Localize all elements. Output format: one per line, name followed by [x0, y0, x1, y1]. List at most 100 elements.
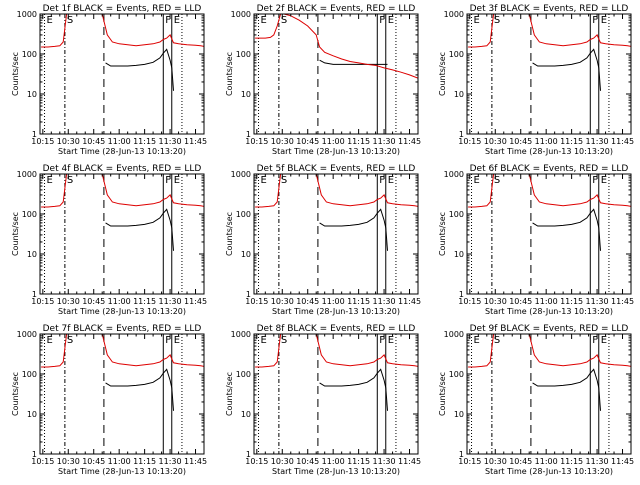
marker-label: E [474, 15, 480, 26]
x-tick-label: 11:15 [347, 457, 370, 466]
marker-label: E [601, 15, 607, 26]
marker-label: E [174, 15, 180, 26]
y-axis-label: Counts/sec [438, 212, 447, 256]
marker-label: S [281, 15, 287, 26]
x-axis-label: Start Time (28-Jun-13 10:13:20) [485, 147, 613, 156]
x-tick-label: 10:30 [484, 457, 507, 466]
y-tick-label: 1000 [17, 330, 37, 339]
x-tick-label: 11:00 [108, 297, 131, 306]
x-axis-label: Start Time (28-Jun-13 10:13:20) [272, 147, 400, 156]
x-tick-label: 11:30 [373, 137, 396, 146]
panel-title: Det 9f BLACK = Events, RED = LLD [470, 324, 629, 334]
x-tick-label: 11:30 [159, 457, 182, 466]
plot-frame [253, 333, 419, 455]
plot-frame [253, 173, 419, 295]
marker-label: E [388, 335, 394, 346]
panel-title: Det 8f BLACK = Events, RED = LLD [257, 324, 416, 334]
panel-title: Det 1f BLACK = Events, RED = LLD [43, 4, 202, 14]
marker-label: E [261, 15, 267, 26]
y-tick-label: 1000 [231, 330, 251, 339]
series-lld-line [468, 174, 631, 208]
y-tick-label: 1000 [17, 170, 37, 179]
y-tick-label: 10 [27, 250, 37, 259]
x-tick-label: 11:15 [347, 297, 370, 306]
marker-label: E [474, 175, 480, 186]
x-tick-label: 11:45 [611, 297, 634, 306]
panel-title: Det 3f BLACK = Events, RED = LLD [470, 4, 629, 14]
marker-label: E [601, 175, 607, 186]
y-tick-label: 10 [27, 410, 37, 419]
marker-label: S [67, 335, 73, 346]
y-tick-label: 1000 [231, 170, 251, 179]
x-tick-label: 10:30 [271, 457, 294, 466]
series-group [41, 174, 204, 251]
marker-label: F [379, 335, 385, 346]
y-tick-label: 100 [236, 370, 251, 379]
x-tick-label: 11:00 [535, 457, 558, 466]
y-axis-label: Counts/sec [11, 212, 20, 256]
x-tick-label: 10:45 [509, 457, 532, 466]
x-tick-label: 10:15 [458, 137, 481, 146]
x-tick-label: 10:15 [245, 457, 268, 466]
x-axis-label: Start Time (28-Jun-13 10:13:20) [58, 307, 186, 316]
marker-label: S [67, 175, 73, 186]
x-axis-label: Start Time (28-Jun-13 10:13:20) [485, 307, 613, 316]
y-tick-label: 1 [459, 450, 464, 459]
series-group [41, 14, 204, 91]
x-axis-label: Start Time (28-Jun-13 10:13:20) [58, 467, 186, 476]
y-axis-label: Counts/sec [438, 372, 447, 416]
panel-title: Det 7f BLACK = Events, RED = LLD [43, 324, 202, 334]
marker-label: E [47, 335, 53, 346]
series-group [255, 174, 418, 251]
panel-title: Det 5f BLACK = Events, RED = LLD [257, 164, 416, 174]
marker-label: E [174, 175, 180, 186]
marker-label: F [379, 15, 385, 26]
series-events-line [105, 48, 174, 91]
y-tick-label: 100 [22, 50, 37, 59]
marker-label: E [601, 335, 607, 346]
x-tick-label: 10:30 [57, 457, 80, 466]
plot-frame [39, 173, 205, 295]
y-tick-label: 10 [454, 90, 464, 99]
x-tick-label: 11:45 [611, 457, 634, 466]
y-tick-label: 1 [32, 290, 37, 299]
x-tick-label: 11:45 [184, 297, 207, 306]
series-group [468, 174, 631, 251]
x-tick-label: 11:45 [184, 457, 207, 466]
x-tick-label: 11:15 [347, 137, 370, 146]
x-tick-label: 11:00 [535, 297, 558, 306]
series-events-line [532, 368, 601, 411]
y-tick-label: 10 [454, 410, 464, 419]
marker-label: E [388, 175, 394, 186]
x-tick-label: 10:45 [82, 297, 105, 306]
y-tick-label: 10 [241, 410, 251, 419]
y-tick-label: 1 [32, 450, 37, 459]
y-tick-label: 10 [27, 90, 37, 99]
x-tick-label: 11:30 [586, 137, 609, 146]
x-tick-label: 10:30 [271, 297, 294, 306]
x-tick-label: 11:45 [398, 137, 421, 146]
y-tick-label: 100 [22, 210, 37, 219]
x-tick-label: 11:15 [133, 297, 156, 306]
x-tick-label: 10:45 [296, 137, 319, 146]
marker-label: F [592, 175, 598, 186]
marker-label: S [281, 175, 287, 186]
y-axis-label: Counts/sec [225, 212, 234, 256]
y-tick-label: 10 [241, 250, 251, 259]
series-lld-line [255, 14, 418, 79]
marker-label: F [165, 175, 171, 186]
x-tick-label: 11:00 [322, 457, 345, 466]
y-tick-label: 1000 [444, 330, 464, 339]
y-axis-label: Counts/sec [225, 372, 234, 416]
series-group [255, 14, 418, 79]
y-tick-label: 1 [459, 290, 464, 299]
x-tick-label: 11:00 [108, 137, 131, 146]
series-lld-line [41, 174, 204, 208]
x-tick-label: 10:15 [458, 297, 481, 306]
x-tick-label: 11:00 [108, 457, 131, 466]
